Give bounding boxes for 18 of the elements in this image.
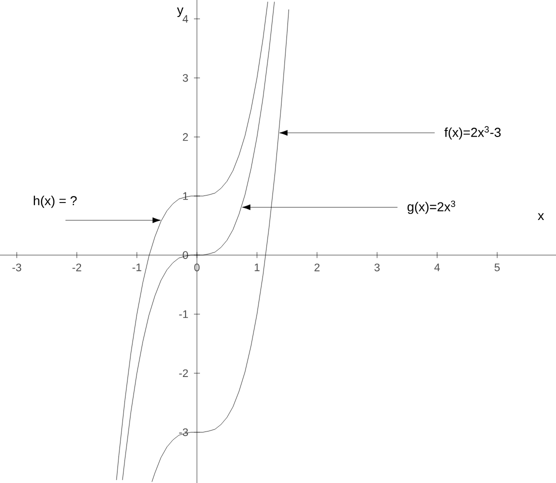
annotation: f(x)=2x$^{3}$-3 bbox=[444, 126, 501, 140]
y-tick-label: -1 bbox=[179, 310, 188, 318]
x-tick-label: -1 bbox=[132, 264, 142, 272]
annotation: h(x) = ? bbox=[34, 196, 77, 208]
annotation: g(x)=2x$^{3}$ bbox=[408, 200, 456, 214]
y-tick-label: 3 bbox=[182, 74, 188, 82]
x-axis-title: x bbox=[538, 213, 544, 220]
y-axis-title: y bbox=[177, 7, 184, 18]
y-tick-label: 4 bbox=[182, 15, 188, 23]
x-tick-label: -3 bbox=[12, 264, 22, 272]
x-tick-label: 4 bbox=[434, 264, 440, 272]
x-tick-label: 1 bbox=[254, 264, 260, 272]
x-tick-label: 3 bbox=[374, 264, 380, 272]
y-tick-label: -2 bbox=[179, 369, 188, 377]
x-tick-label: 5 bbox=[494, 264, 500, 272]
x-tick-label: 2 bbox=[314, 264, 320, 272]
y-tick-label: 2 bbox=[182, 133, 188, 141]
x-tick-label: -2 bbox=[72, 264, 82, 272]
